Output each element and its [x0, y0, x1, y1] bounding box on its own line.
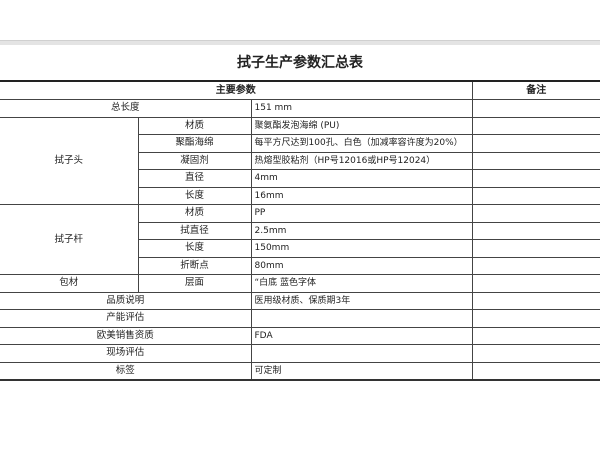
param-value: 80mm — [250, 256, 473, 275]
row-label: 品质说明 — [0, 291, 252, 310]
table-row: 折断点 80mm — [0, 256, 600, 275]
table-header-row: 主要参数 备注 — [0, 80, 600, 100]
row-label: 欧美销售资质 — [0, 326, 252, 345]
param-name: 折断点 — [138, 256, 252, 275]
table-row: 聚酯海绵 每平方尺达到100孔、白色（加减率容许度为20%） — [0, 134, 600, 153]
table-row: 拭子头 材质 聚氨酯发泡海绵 (PU) — [0, 116, 600, 205]
param-value: 热熔型胶粘剂（HP号12016或HP号12024） — [250, 151, 473, 170]
notes-cell[interactable] — [471, 256, 600, 275]
param-name: 拭直径 — [138, 221, 252, 240]
param-value: “白底 蓝色字体 — [250, 274, 473, 293]
notes-cell[interactable] — [471, 274, 600, 293]
notes-cell[interactable] — [471, 204, 600, 223]
row-value: 151 mm — [250, 99, 473, 118]
param-value: 2.5mm — [250, 221, 473, 240]
row-label: 产能评估 — [0, 309, 252, 328]
table-row: 欧美销售资质 FDA — [0, 326, 600, 345]
row-value: 可定制 — [250, 361, 473, 381]
notes-cell[interactable] — [471, 361, 600, 381]
notes-cell[interactable] — [471, 221, 600, 240]
param-value: 16mm — [250, 186, 473, 205]
group-label-packaging: 包材 — [0, 274, 139, 293]
table-row: 包材 层面 “白底 蓝色字体 — [0, 274, 600, 293]
page-title: 拭子生产参数汇总表 — [237, 55, 363, 71]
table-row: 总长度 151 mm — [0, 99, 600, 118]
notes-cell[interactable] — [471, 239, 600, 258]
param-name: 材质 — [137, 204, 252, 223]
notes-cell[interactable] — [471, 134, 600, 153]
parameters-table: 主要参数 备注 总长度 151 mm 拭子头 材质 聚氨酯发泡海绵 (PU) 聚… — [0, 80, 600, 381]
notes-cell[interactable] — [471, 186, 600, 205]
param-name: 材质 — [137, 116, 252, 135]
row-value: 医用级材质、保质期3年 — [250, 291, 473, 310]
param-name: 凝固剂 — [138, 151, 252, 170]
table-row: 拭子杆 材质 PP — [0, 204, 600, 275]
notes-cell[interactable] — [471, 309, 600, 328]
notes-cell[interactable] — [471, 99, 600, 118]
param-name: 长度 — [138, 186, 252, 205]
param-name: 层面 — [137, 274, 252, 293]
row-label: 总长度 — [0, 99, 252, 118]
param-value: 150mm — [250, 239, 473, 258]
param-name: 直径 — [138, 169, 252, 188]
row-label: 现场评估 — [0, 344, 252, 363]
notes-cell[interactable] — [471, 151, 600, 170]
table-row: 长度 16mm — [0, 186, 600, 205]
param-value: PP — [250, 204, 473, 223]
spreadsheet-column-header-strip — [0, 40, 600, 45]
table-row: 产能评估 — [0, 309, 600, 328]
row-value: FDA — [250, 326, 473, 345]
param-name: 长度 — [138, 239, 252, 258]
table-row: 品质说明 医用级材质、保质期3年 — [0, 291, 600, 310]
notes-cell[interactable] — [471, 116, 600, 135]
row-value — [250, 309, 473, 328]
row-value — [250, 344, 473, 363]
notes-cell[interactable] — [471, 169, 600, 188]
table-row: 现场评估 — [0, 344, 600, 363]
header-notes: 备注 — [471, 80, 600, 100]
table-row: 拭直径 2.5mm — [0, 221, 600, 240]
header-main-params: 主要参数 — [0, 80, 473, 100]
row-label: 标签 — [0, 361, 252, 381]
group-label-swab-stick: 拭子杆 — [0, 204, 139, 275]
param-value: 4mm — [250, 169, 473, 188]
param-value: 聚氨酯发泡海绵 (PU) — [250, 116, 473, 135]
table-row: 标签 可定制 — [0, 361, 600, 381]
notes-cell[interactable] — [471, 291, 600, 310]
notes-cell[interactable] — [471, 326, 600, 345]
param-value: 每平方尺达到100孔、白色（加减率容许度为20%） — [250, 134, 473, 153]
notes-cell[interactable] — [471, 344, 600, 363]
group-label-swab-head: 拭子头 — [0, 116, 139, 205]
param-name: 聚酯海绵 — [138, 134, 252, 153]
